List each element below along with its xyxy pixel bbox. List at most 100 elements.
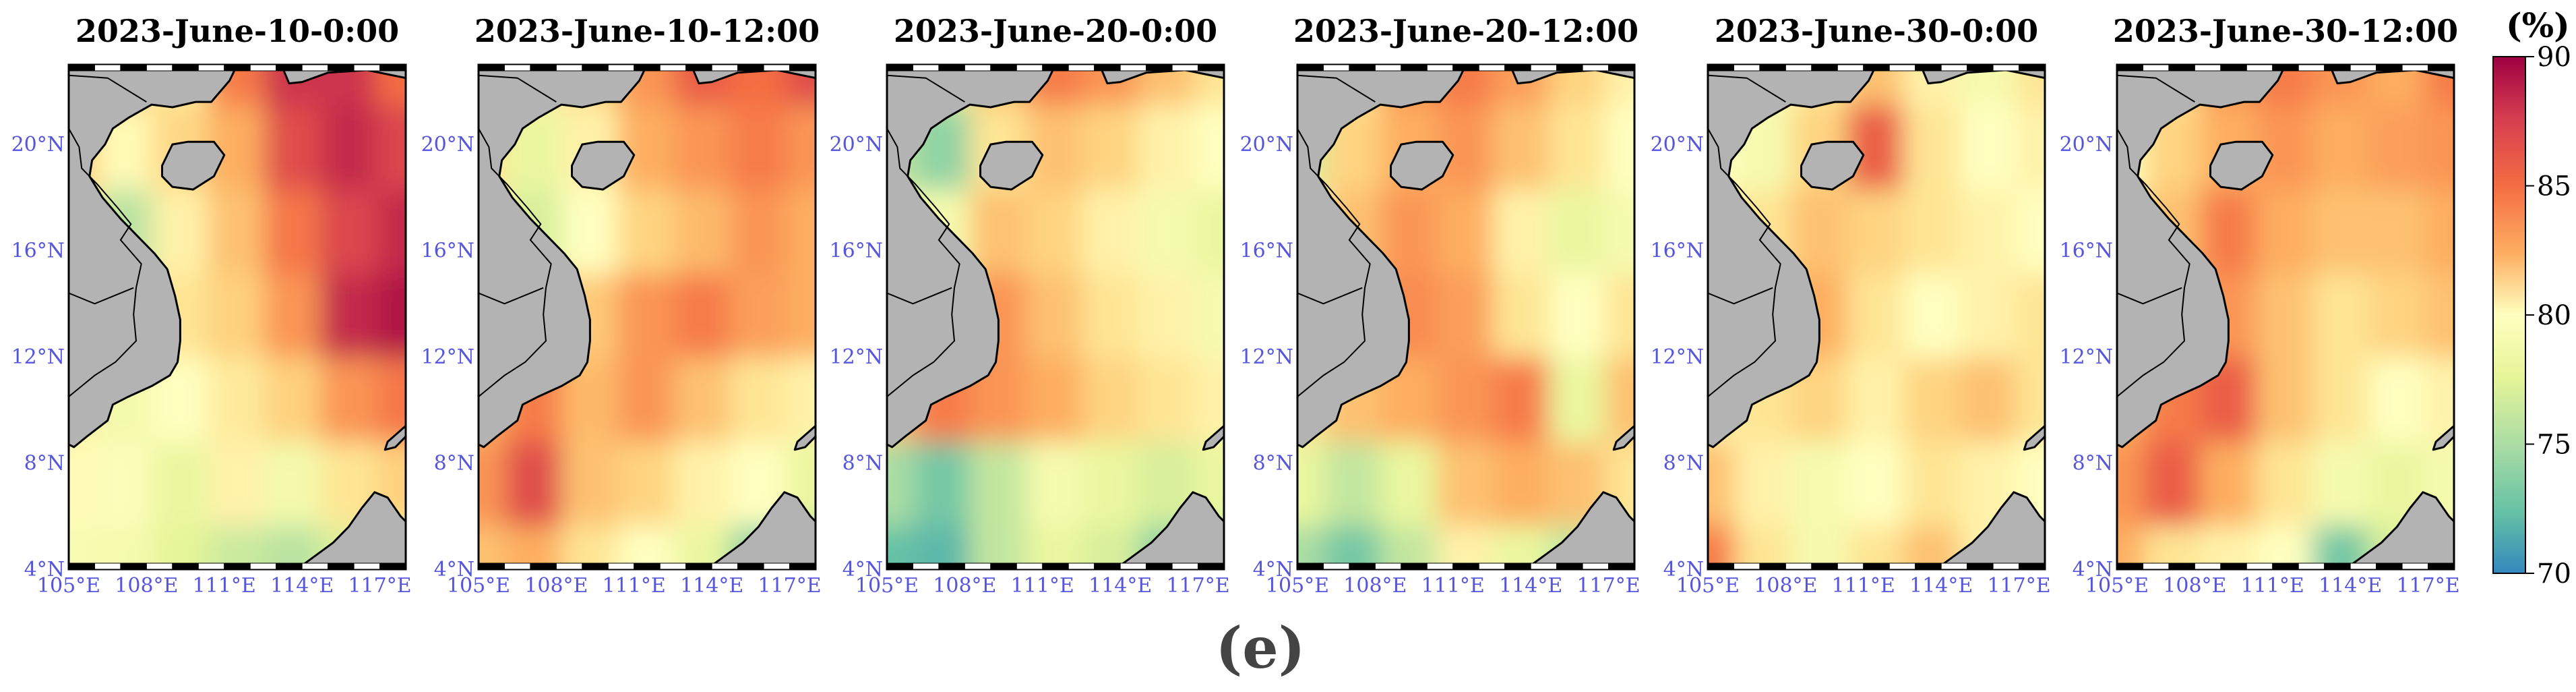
lon-tick-label: 108°E: [1754, 574, 1817, 598]
lat-tick-label: 4°N: [24, 558, 65, 581]
lon-tick-label: 108°E: [524, 574, 588, 598]
lat-tick-label: 16°N: [1240, 239, 1293, 263]
panel-title: 2023-June-30-0:00: [1715, 13, 2038, 49]
lon-tick-label: 105°E: [1676, 574, 1740, 598]
lon-tick-label: 111°E: [603, 574, 666, 598]
lat-tick-label: 20°N: [2060, 133, 2113, 156]
country-border: [2117, 287, 2182, 305]
borneo-land: [1114, 491, 1224, 569]
country-border: [1708, 74, 1786, 103]
country-border: [69, 74, 147, 103]
palawan-land: [384, 424, 406, 451]
lat-tick-label: 12°N: [421, 345, 474, 369]
lon-tick-label: 114°E: [1499, 574, 1562, 598]
map-panel: 2023-June-20-0:00 105°E 108°E 111°E 114°E 117…: [830, 13, 1230, 598]
palawan-land: [793, 424, 816, 451]
land-mask: [1708, 65, 2045, 569]
hainan-land: [1800, 140, 1865, 191]
borneo-land: [1935, 491, 2045, 569]
country-border: [1297, 287, 1363, 305]
lat-tick-label: 20°N: [421, 133, 474, 156]
lat-tick-label: 8°N: [842, 452, 883, 475]
colorbar-tick-label: 90: [2537, 42, 2571, 73]
colorbar-tick-label: 75: [2537, 430, 2571, 461]
lat-tick-label: 4°N: [1663, 558, 1704, 581]
lat-tick-label: 4°N: [842, 558, 883, 581]
lat-tick-label: 16°N: [2060, 239, 2113, 263]
panel-title: 2023-June-20-12:00: [1293, 13, 1638, 49]
country-border: [1297, 128, 1371, 397]
map-panel: 2023-June-20-12:00 105°E 108°E 111°E 114°E 11…: [1240, 13, 1640, 598]
lat-tick-label: 12°N: [1240, 345, 1293, 369]
colorbar-unit: (%): [2506, 5, 2570, 45]
country-border: [479, 287, 544, 305]
lat-tick-label: 16°N: [421, 239, 474, 263]
lat-tick-label: 4°N: [1253, 558, 1293, 581]
mainland-land: [479, 65, 648, 449]
panel-title: 2023-June-10-0:00: [75, 13, 399, 49]
map-panel: 2023-June-30-0:00 105°E 108°E 111°E 114°E 117…: [1651, 13, 2051, 598]
palawan-land: [1202, 424, 1224, 451]
country-border: [69, 287, 134, 305]
lon-tick-label: 117°E: [2396, 574, 2459, 598]
mainland-land: [1708, 65, 1878, 449]
hainan-land: [1390, 140, 1454, 191]
lat-tick-label: 12°N: [1651, 345, 1704, 369]
lon-tick-label: 117°E: [1576, 574, 1640, 598]
lon-tick-label: 117°E: [758, 574, 821, 598]
lat-tick-label: 4°N: [434, 558, 474, 581]
borneo-land: [2344, 491, 2454, 569]
lat-tick-label: 8°N: [1663, 452, 1704, 475]
lon-tick-label: 108°E: [933, 574, 996, 598]
hainan-land: [2209, 140, 2274, 191]
panel-title: 2023-June-20-0:00: [894, 13, 1217, 49]
lat-tick-label: 16°N: [11, 239, 65, 263]
land-mask: [887, 65, 1224, 569]
country-border: [887, 74, 965, 103]
colorbar-tick-label: 80: [2537, 300, 2571, 331]
land-mask: [69, 65, 406, 569]
borneo-land: [1525, 491, 1634, 569]
country-border: [1708, 287, 1773, 305]
lon-tick-label: 114°E: [680, 574, 743, 598]
lon-tick-label: 117°E: [1987, 574, 2050, 598]
mainland-land: [69, 65, 239, 449]
hainan-land: [979, 140, 1044, 191]
country-border: [887, 287, 952, 305]
lon-tick-label: 108°E: [1343, 574, 1407, 598]
lon-tick-label: 114°E: [2319, 574, 2382, 598]
country-border: [69, 128, 142, 397]
panels-layer: 2023-June-10-0:00 105°E 108°E 111°E 114°E 117…: [11, 13, 2460, 598]
lon-tick-label: 114°E: [270, 574, 334, 598]
country-border: [2117, 74, 2195, 103]
mainland-land: [1297, 65, 1467, 449]
lat-tick-label: 20°N: [1240, 133, 1293, 156]
mainland-land: [2117, 65, 2287, 449]
lat-tick-label: 8°N: [1253, 452, 1293, 475]
colorbar-tick-label: 85: [2537, 171, 2571, 202]
lon-tick-label: 105°E: [447, 574, 510, 598]
palawan-land: [2023, 424, 2045, 451]
lat-tick-label: 20°N: [1651, 133, 1704, 156]
lat-tick-label: 20°N: [11, 133, 65, 156]
panel-title: 2023-June-30-12:00: [2113, 13, 2458, 49]
lon-tick-label: 114°E: [1088, 574, 1152, 598]
lon-tick-label: 111°E: [2241, 574, 2304, 598]
lat-tick-label: 12°N: [830, 345, 883, 369]
mainland-land: [887, 65, 1057, 449]
lon-tick-label: 111°E: [1832, 574, 1895, 598]
country-border: [887, 128, 960, 397]
hainan-land: [571, 140, 636, 191]
palawan-land: [1612, 424, 1634, 451]
land-mask: [1297, 65, 1634, 569]
lon-tick-label: 117°E: [348, 574, 411, 598]
lat-tick-label: 8°N: [24, 452, 65, 475]
borneo-land: [706, 491, 816, 569]
lat-tick-label: 4°N: [2073, 558, 2113, 581]
country-border: [479, 74, 557, 103]
lat-tick-label: 8°N: [434, 452, 474, 475]
lon-tick-label: 108°E: [115, 574, 178, 598]
lon-tick-label: 111°E: [193, 574, 256, 598]
palawan-land: [2432, 424, 2454, 451]
